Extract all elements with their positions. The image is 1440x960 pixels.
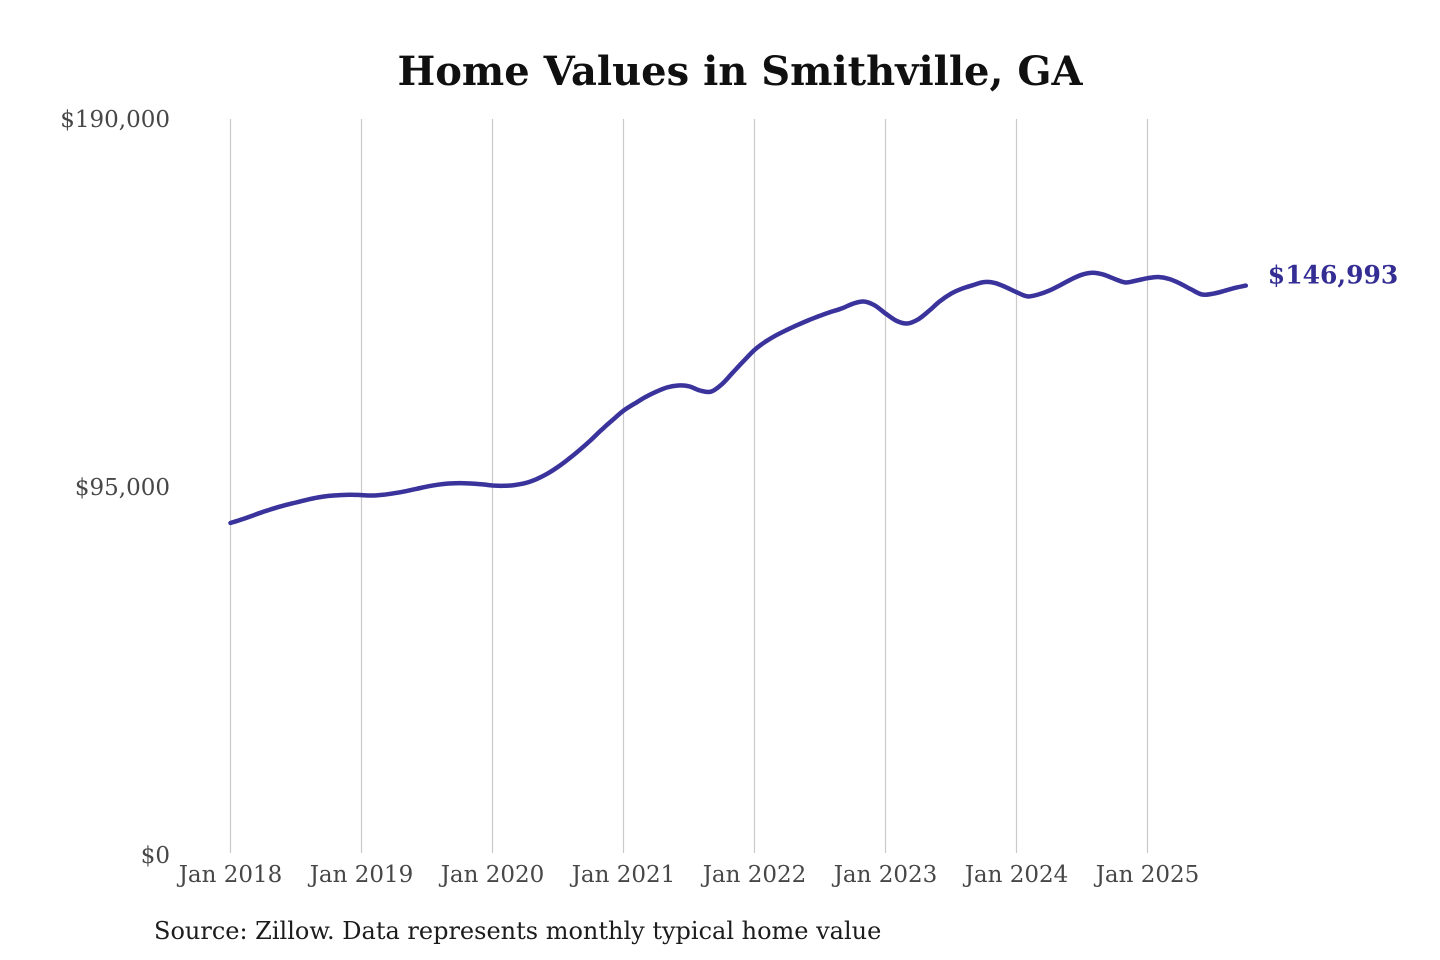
home-value-line bbox=[228, 270, 1249, 526]
x-tick-label: Jan 2024 bbox=[963, 862, 1069, 888]
x-gridlines bbox=[229, 119, 1149, 853]
x-tick-label: Jan 2020 bbox=[439, 862, 545, 888]
chart-title: Home Values in Smithville, GA bbox=[397, 48, 1083, 95]
y-tick-label: $0 bbox=[141, 843, 170, 869]
latest-value-label: $146,993 bbox=[1268, 261, 1398, 290]
source-note: Source: Zillow. Data represents monthly … bbox=[154, 917, 881, 945]
x-tick-label: Jan 2018 bbox=[177, 862, 283, 888]
x-tick-label: Jan 2022 bbox=[701, 862, 807, 888]
y-tick-label: $95,000 bbox=[75, 475, 170, 501]
x-tick-label: Jan 2023 bbox=[832, 862, 938, 888]
x-tick-label: Jan 2019 bbox=[308, 862, 414, 888]
x-tick-label: Jan 2025 bbox=[1094, 862, 1200, 888]
y-tick-label: $190,000 bbox=[60, 107, 170, 133]
x-axis: Jan 2018 Jan 2019 Jan 2020 Jan 2021 Jan 2022… bbox=[177, 862, 1200, 888]
y-axis: $190,000 $95,000 $0 bbox=[60, 107, 170, 869]
x-tick-label: Jan 2021 bbox=[570, 862, 676, 888]
